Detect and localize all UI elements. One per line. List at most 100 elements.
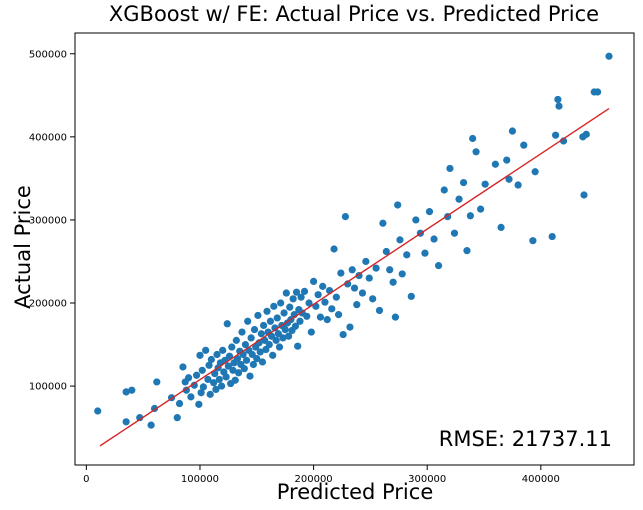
scatter-point xyxy=(353,301,361,309)
scatter-point xyxy=(229,366,237,374)
y-tick-label: 200000 xyxy=(29,299,67,310)
scatter-point xyxy=(307,328,315,336)
scatter-point xyxy=(337,269,345,277)
scatter-point xyxy=(192,371,201,379)
scatter-point xyxy=(463,247,471,255)
scatter-point xyxy=(497,223,505,231)
plot-area: 0 100000 200000 300000 400000 100000 200000 300… xyxy=(29,32,635,485)
scatter-point xyxy=(398,270,406,278)
scatter-point xyxy=(412,216,420,224)
scatter-point xyxy=(296,317,304,325)
scatter-point xyxy=(554,95,562,104)
scatter-point xyxy=(190,381,198,389)
scatter-point xyxy=(344,280,352,288)
scatter-point xyxy=(303,312,311,320)
scatter-point xyxy=(153,378,161,386)
scatter-point xyxy=(316,313,325,321)
scatter-point xyxy=(434,262,443,270)
scatter-point xyxy=(391,313,400,321)
scatter-point xyxy=(394,201,402,209)
scatter-point xyxy=(122,418,130,426)
scatter-point xyxy=(281,325,289,334)
scatter-point xyxy=(260,321,268,330)
scatter-point xyxy=(450,229,459,237)
chart-title: XGBoost w/ FE: Actual Price vs. Predicte… xyxy=(109,2,599,26)
scatter-point xyxy=(389,278,397,286)
scatter-point xyxy=(330,245,338,253)
scatter-point xyxy=(289,295,297,303)
scatter-point xyxy=(407,292,415,300)
scatter-point xyxy=(369,295,377,303)
scatter-point xyxy=(222,373,230,381)
scatter-point xyxy=(246,372,254,380)
scatter-point xyxy=(365,274,373,282)
scatter-point xyxy=(508,127,517,135)
scatter-point xyxy=(232,336,240,344)
scatter-point xyxy=(396,236,404,244)
y-tick-label: 100000 xyxy=(29,382,67,393)
scatter-point xyxy=(199,383,207,391)
scatter-point xyxy=(217,382,226,390)
scatter-point xyxy=(265,340,273,349)
plot-frame xyxy=(74,32,635,466)
scatter-point xyxy=(292,288,301,296)
scatter-point xyxy=(477,205,485,213)
scatter-point xyxy=(250,325,259,334)
scatter-point xyxy=(491,160,499,168)
scatter-point xyxy=(274,330,282,338)
scatter-point xyxy=(348,266,356,274)
scatter-point xyxy=(440,186,448,194)
scatter-point xyxy=(271,324,279,332)
scatter-point xyxy=(328,305,336,313)
scatter-point xyxy=(280,309,288,317)
scatter-point xyxy=(272,336,280,344)
scatter-point xyxy=(240,365,248,373)
scatter-point xyxy=(196,351,204,359)
scatter-point xyxy=(207,355,215,364)
x-tick-label: 200000 xyxy=(295,474,333,485)
scatter-point xyxy=(531,168,539,176)
y-tick-label: 300000 xyxy=(29,215,67,226)
scatter-point xyxy=(323,316,331,324)
scatter-point xyxy=(244,317,252,325)
scatter-point xyxy=(204,375,212,384)
scatter-point xyxy=(520,141,528,149)
scatter-point xyxy=(235,369,243,377)
scatter-point xyxy=(182,386,190,394)
scatter-point xyxy=(202,346,210,354)
x-tick-label: 100000 xyxy=(181,474,219,485)
scatter-point xyxy=(472,148,480,156)
scatter-point xyxy=(266,317,275,325)
scatter-point xyxy=(249,360,257,369)
scatter-point xyxy=(187,393,195,401)
scatter-point xyxy=(285,332,293,340)
scatter-point xyxy=(253,355,261,363)
scatter-point xyxy=(529,237,537,245)
scatter-point xyxy=(279,334,287,342)
scatter-point xyxy=(269,351,277,359)
y-axis-label: Actual Price xyxy=(11,185,35,309)
scatter-point xyxy=(257,330,265,338)
scatter-point xyxy=(294,342,302,350)
scatter-point xyxy=(175,399,184,408)
scatter-point xyxy=(270,302,278,310)
scatter-point xyxy=(228,343,236,351)
scatter-point xyxy=(332,293,340,301)
scatter-point xyxy=(258,358,267,366)
scatter-point xyxy=(358,289,367,297)
x-axis-label: Predicted Price xyxy=(277,480,434,504)
scatter-point xyxy=(198,366,206,374)
scatter-point xyxy=(291,322,300,330)
scatter-point xyxy=(128,386,136,394)
scatter-point xyxy=(212,385,220,393)
scatter-point xyxy=(321,298,329,306)
scatter-point xyxy=(548,232,556,241)
scatter-point xyxy=(205,361,213,369)
scatter-point xyxy=(582,130,590,138)
scatter-point xyxy=(233,355,242,363)
scatter-point xyxy=(238,328,246,336)
scatter-point xyxy=(254,311,262,320)
scatter-point xyxy=(173,414,181,422)
scatter-point xyxy=(459,178,468,187)
